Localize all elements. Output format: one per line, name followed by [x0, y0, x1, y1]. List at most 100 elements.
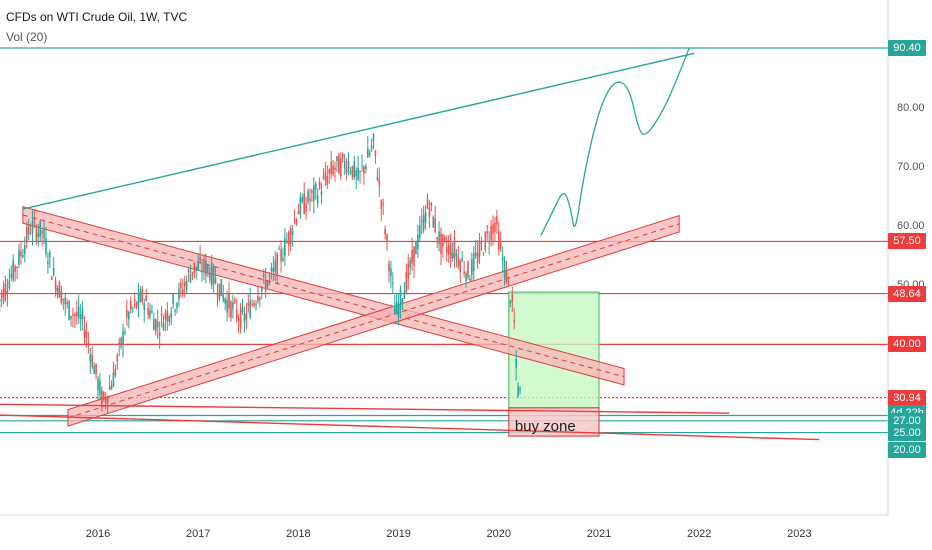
candle-body-109	[207, 264, 209, 272]
candle-body-151	[287, 231, 290, 246]
candle-body-155	[295, 219, 298, 224]
time-tick-label: 2021	[586, 528, 612, 540]
candle-body-148	[282, 257, 284, 261]
candle-body-132	[251, 304, 253, 306]
candle-body-265	[507, 276, 510, 279]
candle-body-225	[430, 202, 433, 206]
candle-body-64	[120, 337, 122, 347]
price-badge[interactable]: 48.64	[888, 285, 926, 302]
candle-body-154	[293, 219, 296, 221]
candle-body-211	[403, 290, 406, 299]
candle-body-98	[185, 280, 188, 290]
candle-body-178	[339, 158, 342, 177]
candle-body-1	[0, 299, 1, 301]
candle-body-152	[289, 227, 292, 244]
candle-body-60	[112, 372, 115, 387]
candle-body-85	[160, 313, 163, 316]
candle-body-92	[174, 310, 176, 312]
candle-body-89	[168, 316, 171, 322]
candle-body-52	[97, 378, 99, 391]
price-tick-label: 80.00	[897, 102, 925, 115]
candle-body-117	[222, 292, 225, 301]
candle-body-202	[386, 234, 388, 242]
candle-body-177	[338, 154, 340, 174]
time-tick-label: 2023	[787, 528, 812, 540]
candle-body-197	[376, 177, 379, 181]
candle-body-10	[16, 267, 18, 269]
channel-midline-1	[67, 223, 680, 419]
volume-indicator-label[interactable]: Vol (20)	[6, 30, 48, 44]
candle-body-100	[189, 274, 192, 283]
price-badge[interactable]: 90.40	[888, 40, 926, 56]
candle-body-63	[118, 342, 120, 344]
candle-body-39	[72, 314, 74, 316]
candle-body-185	[353, 161, 356, 178]
candle-body-169	[322, 177, 325, 179]
candle-body-87	[164, 312, 167, 320]
candle-body-215	[411, 250, 413, 264]
candle-body-207	[395, 301, 398, 313]
price-badge[interactable]: 40.00	[888, 336, 926, 353]
candle-body-181	[345, 168, 348, 174]
candle-body-170	[324, 172, 327, 181]
candle-body-173	[330, 161, 332, 174]
candle-body-127	[241, 308, 244, 313]
candle-body-205	[392, 282, 394, 284]
candle-body-130	[247, 303, 250, 306]
price-tick-label: 60.00	[897, 219, 925, 232]
candle-body-90	[170, 313, 173, 318]
candle-body-111	[210, 262, 213, 286]
price-badge[interactable]: 57.50	[888, 233, 926, 250]
candle-body-162	[309, 198, 311, 201]
candle-body-93	[176, 303, 178, 309]
candle-body-14	[23, 245, 26, 254]
candle-body-54	[101, 390, 103, 406]
candle-body-194	[370, 145, 373, 150]
candle-body-263	[503, 260, 506, 278]
candle-body-160	[305, 204, 307, 212]
candle-body-120	[228, 293, 230, 309]
candle-body-114	[216, 292, 219, 296]
candle-body-96	[181, 289, 184, 295]
candle-body-163	[311, 190, 313, 193]
candle-body-32	[58, 282, 61, 298]
candle-body-128	[243, 313, 246, 323]
time-tick-label: 2018	[286, 528, 311, 540]
candle-body-264	[505, 270, 508, 284]
candle-body-217	[415, 242, 417, 254]
candle-body-262	[501, 256, 504, 261]
candle-body-247	[472, 253, 475, 272]
candle-body-34	[62, 298, 65, 301]
candle-body-218	[417, 234, 419, 249]
candle-body-208	[397, 303, 400, 318]
candle-body-134	[255, 303, 257, 305]
candle-body-138	[262, 274, 265, 278]
candle-body-125	[237, 318, 240, 322]
price-badge[interactable]: 25.00	[888, 424, 926, 441]
candle-body-146	[278, 248, 280, 250]
price-badge[interactable]: 20.00	[888, 441, 926, 458]
candle-body-29	[52, 267, 55, 275]
candle-body-8	[12, 260, 15, 280]
candle-body-72	[135, 302, 138, 308]
candle-body-193	[368, 152, 371, 156]
candle-body-168	[320, 191, 323, 196]
candle-body-7	[10, 274, 13, 278]
candle-body-180	[343, 160, 346, 169]
candle-body-234	[447, 244, 450, 255]
candle-body-195	[372, 134, 375, 142]
candle-body-213	[407, 263, 410, 279]
projection-path	[540, 47, 690, 236]
candle-body-20	[35, 228, 38, 241]
candle-body-243	[465, 273, 467, 281]
price-badge[interactable]: 30.94	[888, 389, 926, 406]
candle-body-166	[316, 195, 319, 204]
candle-body-48	[89, 353, 92, 362]
candle-body-251	[480, 242, 483, 245]
candle-body-66	[124, 331, 126, 334]
candle-body-145	[276, 253, 279, 277]
candle-body-56	[104, 397, 107, 403]
candle-body-36	[66, 302, 68, 304]
candle-body-75	[141, 289, 144, 302]
